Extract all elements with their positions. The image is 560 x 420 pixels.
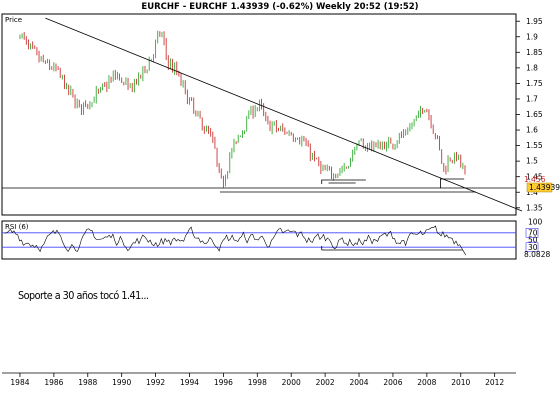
x-tick-label: 2010 <box>451 378 470 387</box>
price-y-tick-label: 1.4 <box>526 188 538 197</box>
x-tick-label: 1986 <box>44 378 63 387</box>
support-box <box>321 179 366 184</box>
rsi-y-tick-label: 100 <box>528 218 543 227</box>
price-y-tick-label: 1.9 <box>526 32 538 41</box>
price-y-tick-label: 1.8 <box>526 63 538 72</box>
price-y-tick-label: 1.65 <box>526 110 543 119</box>
x-tick-label: 2000 <box>282 378 301 387</box>
x-tick-label: 1990 <box>112 378 131 387</box>
rsi-levels <box>2 232 516 248</box>
price-panel-label: Price <box>5 16 22 24</box>
price-y-tick-label: 1.35 <box>526 203 543 212</box>
rsi-last-value: 8.0828 <box>524 250 550 259</box>
rsi-y-tick-label: 50 <box>528 236 538 245</box>
x-tick-label: 2002 <box>316 378 335 387</box>
price-y-tick-label: 1.95 <box>526 17 543 26</box>
x-tick-label: 1988 <box>78 378 97 387</box>
x-tick-label: 2006 <box>383 378 402 387</box>
x-tick-label: 2012 <box>485 378 504 387</box>
rsi-series <box>4 225 467 256</box>
x-tick-label: 1994 <box>180 378 199 387</box>
rsi-y-tick-label: 30 <box>528 243 538 252</box>
price-y-axis: 1.951.91.851.81.751.71.651.61.551.51.451… <box>516 17 543 212</box>
x-tick-label: 1984 <box>10 378 29 387</box>
price-series <box>19 30 466 188</box>
price-y-tick-label: 1.7 <box>526 95 538 104</box>
x-tick-label: 2004 <box>349 378 368 387</box>
price-y-tick-label: 1.6 <box>526 126 538 135</box>
last-price-label: 1.43939 <box>529 183 560 192</box>
x-tick-label: 1992 <box>146 378 165 387</box>
price-y-tick-label: 1.45 <box>526 172 543 181</box>
support-box-recent <box>440 178 465 188</box>
chart-title: EURCHF - EURCHF 1.43939 (-0.62%) Weekly … <box>141 2 418 12</box>
rsi-y-tick-label: 70 <box>528 228 538 237</box>
rsi-panel-label: RSI (6) <box>5 223 29 231</box>
rsi-panel-frame <box>1 220 517 260</box>
x-tick-label: 1998 <box>248 378 267 387</box>
rsi-labels: 8.0828 <box>524 250 550 259</box>
price-y-tick-label: 1.55 <box>526 141 543 150</box>
note-text: Soporte a 30 años tocó 1.41... <box>18 289 149 302</box>
last-price-box <box>526 182 553 193</box>
rsi-level-box <box>525 228 539 238</box>
annotations <box>2 17 523 212</box>
rsi-level-box <box>525 242 539 252</box>
price-panel-frame <box>1 13 517 216</box>
x-axis: 1984 1986 1988 1990 1992 1994 1996 1998 2000 2002… <box>2 372 516 387</box>
x-tick-label: 2008 <box>417 378 436 387</box>
rsi-line <box>4 225 467 256</box>
price-panel: Price 1.95 1.9 1.85 1.8 1.75 1.7 1.65 1.6 1.55 1.… <box>1 13 560 216</box>
price-y-tick-label: 1.85 <box>526 48 543 57</box>
price-y-tick-label: 1.75 <box>526 79 543 88</box>
price-y-tick-label: 1.5 <box>526 157 538 166</box>
previous-price-label: 1.456 <box>524 175 546 184</box>
x-tick-label: 1996 <box>214 378 233 387</box>
